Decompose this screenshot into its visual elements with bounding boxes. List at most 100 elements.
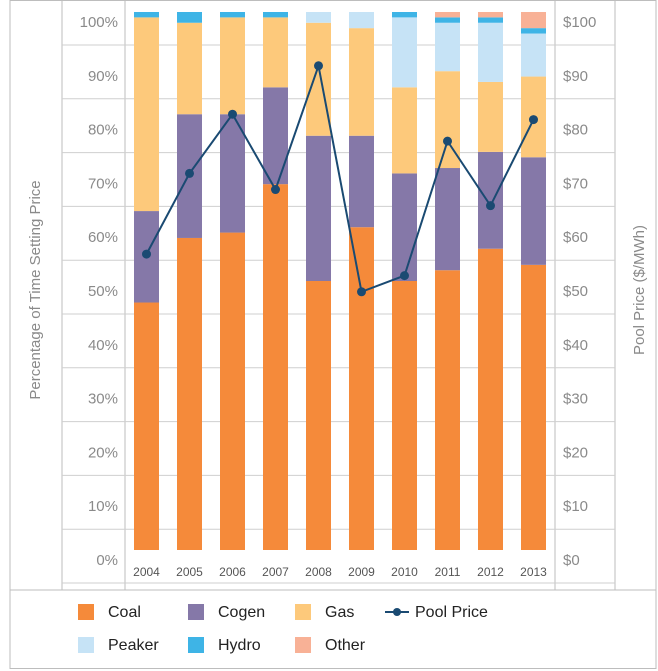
- y2-tick-label: $50: [563, 283, 588, 300]
- y-tick-label: 70%: [88, 175, 118, 192]
- point: [228, 109, 237, 119]
- bar-segment: [177, 12, 202, 23]
- bar-segment: [134, 302, 159, 550]
- bar-segment: [306, 281, 331, 550]
- y2-tick-label: $70: [563, 175, 588, 192]
- x-tick-label: 2011: [435, 565, 461, 579]
- frame: [9, 0, 657, 669]
- bar-segment: [521, 33, 546, 77]
- legend-label: Peaker: [108, 637, 159, 654]
- point: [357, 287, 366, 297]
- bar-segment: [349, 12, 374, 29]
- legend-swatch: [78, 604, 94, 620]
- x-tick-label: 2012: [477, 565, 504, 579]
- y2-tick-label: $40: [563, 337, 588, 354]
- point: [271, 185, 280, 195]
- bar-segment: [521, 28, 546, 34]
- bar-segment: [263, 12, 288, 18]
- y-tick-label: 10%: [88, 498, 118, 515]
- bar-segment: [263, 184, 288, 550]
- point: [314, 61, 323, 71]
- bar-segment: [478, 17, 503, 23]
- bar-segment: [134, 17, 159, 212]
- y2-tick-label: $20: [563, 444, 588, 461]
- legend-label: Gas: [325, 604, 354, 621]
- y-tick-label: 60%: [88, 229, 118, 246]
- bar-segment: [177, 22, 202, 115]
- legend-swatch: [188, 604, 204, 620]
- y-tick-label: 100%: [80, 14, 118, 31]
- bar-segment: [263, 17, 288, 88]
- bar-segment: [134, 12, 159, 18]
- bar-segment: [306, 12, 331, 23]
- bar-segment: [349, 227, 374, 550]
- bar-segment: [306, 22, 331, 136]
- x-tick-label: 2005: [176, 565, 203, 579]
- bar-segment: [435, 12, 460, 18]
- y2-axis-title: Pool Price ($/MWh): [631, 225, 648, 355]
- legend-marker: [393, 608, 401, 616]
- y2-tick-label: $0: [563, 552, 580, 569]
- legend-label: Hydro: [218, 637, 261, 654]
- y-tick-label: 30%: [88, 391, 118, 408]
- y-tick-label: 20%: [88, 444, 118, 461]
- x-tick-label: 2008: [305, 565, 332, 579]
- bar-segment: [220, 12, 245, 18]
- bar-segment: [220, 114, 245, 233]
- legend-label: Cogen: [218, 604, 265, 621]
- y-tick-label: 90%: [88, 68, 118, 85]
- x-tick-label: 2009: [348, 565, 375, 579]
- y2-tick-label: $100: [563, 14, 596, 31]
- bar-segment: [306, 135, 331, 281]
- x-tick-label: 2006: [219, 565, 246, 579]
- y-tick-label: 0%: [96, 552, 118, 569]
- bar-segment: [220, 17, 245, 115]
- legend-label: Other: [325, 637, 366, 654]
- bar-segment: [478, 151, 503, 249]
- bar-segment: [392, 87, 417, 174]
- bar-segment: [435, 270, 460, 550]
- point: [529, 115, 538, 125]
- legend-swatch: [78, 637, 94, 653]
- legend-swatch: [295, 637, 311, 653]
- bar-segment: [478, 22, 503, 82]
- bar-segment: [435, 17, 460, 23]
- y2-tick-label: $10: [563, 498, 588, 515]
- bar-segment: [392, 281, 417, 550]
- bar-segment: [435, 168, 460, 271]
- bar-segment: [392, 12, 417, 18]
- x-tick-label: 2004: [133, 565, 160, 579]
- legend-swatch: [188, 637, 204, 653]
- bar-segment: [392, 17, 417, 88]
- y-tick-label: 80%: [88, 122, 118, 139]
- bar-segment: [392, 173, 417, 281]
- point: [443, 136, 452, 146]
- point: [400, 271, 409, 281]
- point: [142, 249, 151, 259]
- point: [185, 168, 194, 178]
- x-tick-label: 2010: [391, 565, 418, 579]
- y-tick-label: 40%: [88, 337, 118, 354]
- x-tick-label: 2007: [262, 565, 289, 579]
- bar-segment: [177, 237, 202, 550]
- bar-segment: [478, 248, 503, 550]
- bar-segment: [478, 81, 503, 152]
- bar-segment: [478, 12, 503, 18]
- x-tick-label: 2013: [520, 565, 547, 579]
- y2-tick-label: $30: [563, 391, 588, 408]
- line: [145, 61, 535, 294]
- point: [486, 201, 495, 211]
- bar-segment: [263, 87, 288, 185]
- bar-segment: [521, 12, 546, 29]
- bar-segment: [521, 264, 546, 550]
- legend-swatch: [295, 604, 311, 620]
- bar-segment: [521, 157, 546, 265]
- y2-tick-label: $60: [563, 229, 588, 246]
- legend-label: Pool Price: [415, 604, 488, 621]
- bar-segment: [349, 135, 374, 228]
- y2-tick-label: $80: [563, 122, 588, 139]
- bar-segment: [220, 232, 245, 550]
- bar-segment: [435, 22, 460, 72]
- y2-tick-label: $90: [563, 68, 588, 85]
